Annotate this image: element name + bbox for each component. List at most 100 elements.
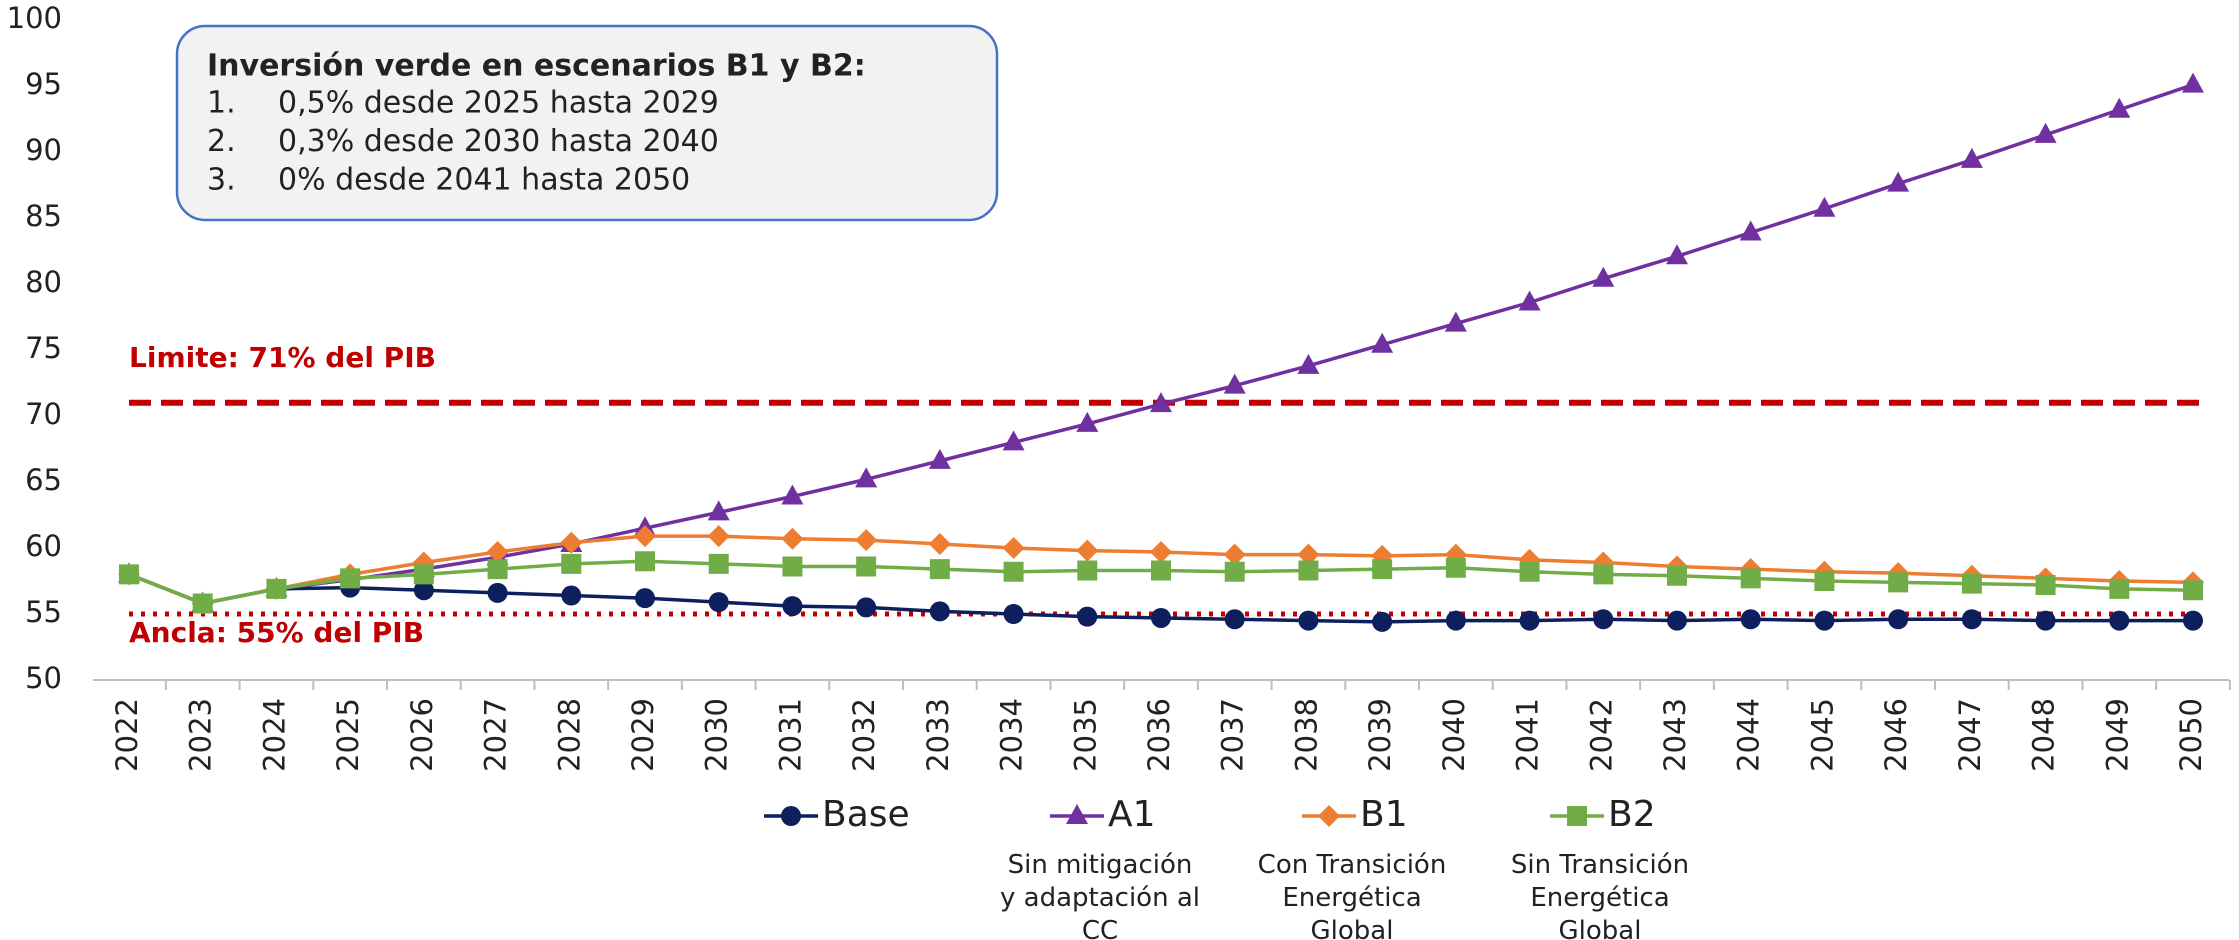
legend-note-line: Sin Transición [1511,850,1689,880]
marker [1445,557,1466,578]
marker [487,582,508,603]
marker [1077,560,1098,581]
marker [2109,578,2130,599]
x-tick-label: 2029 [626,698,660,772]
marker [1444,311,1467,332]
marker [782,596,803,617]
x-tick-label: 2042 [1584,698,1618,772]
marker [635,551,655,572]
marker [1002,430,1025,451]
y-tick-label: 65 [25,463,62,497]
marker [1740,568,1761,589]
marker [1667,610,1687,631]
marker [413,580,434,601]
x-tick-label: 2036 [1142,698,1176,772]
marker [560,531,583,554]
marker [1518,290,1541,311]
marker [1519,610,1540,631]
x-tick-label: 2023 [184,698,218,772]
marker [781,484,804,505]
marker [1960,147,1983,168]
marker [1813,196,1836,217]
marker [1076,539,1099,562]
marker [1077,606,1098,627]
y-tick-label: 75 [25,331,62,365]
marker [928,533,951,556]
marker [1224,609,1245,630]
y-tick-label: 95 [25,67,62,101]
legend-note: Con Transición Energética Global [1258,850,1447,940]
x-tick-label: 2046 [1879,698,1913,772]
marker [929,601,950,622]
y-tick-label: 85 [25,199,62,233]
legend-note-line: Energética [1282,883,1421,913]
x-tick-label: 2048 [2027,698,2061,772]
marker [1003,561,1024,582]
marker [708,553,729,574]
marker [1150,540,1172,563]
x-tick-label: 2026 [405,698,439,772]
legend-note-line: Con Transición [1258,850,1447,880]
y-tick-label: 90 [25,133,62,167]
marker [2183,610,2203,631]
marker [1593,564,1614,585]
legend-label: B1 [1360,794,1408,835]
marker [1298,610,1319,631]
marker [1888,609,1909,630]
marker [1076,411,1099,432]
y-tick-label: 50 [25,661,62,695]
annotation-box [175,24,999,222]
reference-label: Limite: 71% del PIB [129,341,436,374]
marker [1223,373,1246,394]
x-tick-label: 2024 [257,698,291,772]
marker [561,585,582,606]
x-tick-label: 2039 [1363,698,1397,772]
marker [2182,72,2204,93]
marker [266,578,287,599]
marker [2035,610,2056,631]
marker [1814,571,1835,591]
marker [1667,565,1687,586]
marker [2109,610,2130,631]
marker [1739,220,1762,241]
x-tick-label: 2044 [1732,698,1766,772]
annotation-text: 0,5% desde 2025 hasta 2029 [278,86,719,121]
x-tick-label: 2033 [921,698,955,772]
marker [707,500,730,521]
marker [2035,574,2056,595]
x-tick-label: 2025 [331,698,365,772]
marker [634,525,656,548]
marker [486,540,509,563]
marker [855,467,878,488]
marker [1593,609,1614,630]
x-tick-label: 2050 [2174,698,2208,772]
legend-note: Sin Transición Energética Global [1511,850,1689,940]
marker [781,806,801,826]
marker [413,564,434,585]
marker [929,559,950,580]
y-tick-label: 80 [25,265,62,299]
x-tick-label: 2045 [1805,698,1839,772]
x-tick-label: 2040 [1437,698,1471,772]
legend-note-line: y adaptación al [1000,883,1200,913]
x-tick-label: 2041 [1511,698,1545,772]
marker [1150,392,1172,413]
x-tick-label: 2027 [479,698,513,772]
marker [1151,560,1171,581]
legend-note-line: Energética [1530,883,1669,913]
marker [1887,171,1910,192]
y-tick-label: 100 [7,1,62,35]
legend-label: A1 [1108,794,1156,835]
marker [1372,559,1393,580]
marker [1961,609,1982,630]
legend-note: Sin mitigación y adaptación al CC [1000,850,1200,940]
marker [1592,266,1615,287]
annotation-text: 0,3% desde 2030 hasta 2040 [278,124,719,159]
marker [1224,561,1245,582]
annotation-marker: 3. [207,163,236,198]
x-tick-label: 2043 [1658,698,1692,772]
x-tick-label: 2031 [773,698,807,772]
x-tick-label: 2028 [552,698,586,772]
marker [1066,804,1088,824]
